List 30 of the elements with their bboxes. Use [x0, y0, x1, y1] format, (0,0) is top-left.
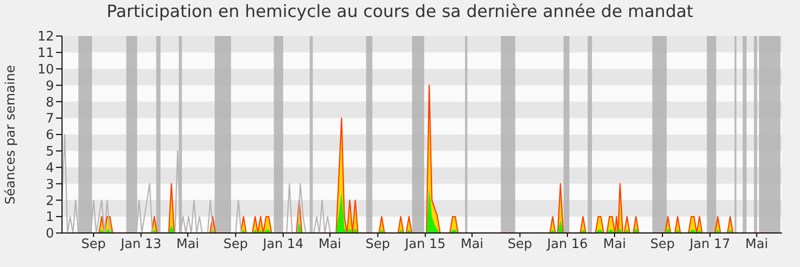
y-tick-label: 1: [46, 210, 54, 226]
x-tick-label: Jan 15: [404, 237, 446, 252]
y-tick-label: 6: [46, 128, 54, 144]
x-tick-label: Sep: [366, 237, 390, 252]
y-tick-label: 2: [46, 194, 54, 209]
y-tick-label: 11: [37, 46, 54, 62]
x-tick-label: Mai: [460, 237, 484, 252]
y-axis-title: Séances par semaine: [4, 65, 19, 204]
chart-title: Participation en hemicycle au cours de sa dernière année de mandat: [106, 2, 694, 22]
x-tick-label: Sep: [81, 237, 106, 252]
y-tick-label: 5: [46, 144, 54, 160]
y-tick-label: 9: [46, 78, 54, 94]
x-tick-label: Mai: [603, 237, 626, 252]
y-tick-label: 8: [46, 95, 54, 110]
y-tick-label: 12: [37, 30, 54, 45]
x-tick-label: Sep: [508, 237, 532, 252]
x-tick-label: Jan 13: [120, 237, 162, 252]
y-tick-label: 4: [46, 160, 54, 176]
x-tick-label: Jan 14: [262, 237, 304, 252]
x-tick-label: Mai: [318, 237, 342, 252]
y-tick-label: 0: [46, 226, 54, 242]
y-tick-label: 3: [46, 177, 54, 192]
x-tick-label: Mai: [745, 237, 768, 252]
y-tick-label: 10: [37, 62, 54, 78]
x-tick-label: Sep: [650, 237, 675, 252]
x-tick-label: Mai: [176, 237, 200, 252]
x-tick-label: Sep: [223, 237, 248, 252]
y-tick-label: 7: [46, 112, 54, 127]
x-tick-label: Jan 16: [546, 237, 588, 252]
x-tick-label: Jan 17: [688, 237, 730, 252]
